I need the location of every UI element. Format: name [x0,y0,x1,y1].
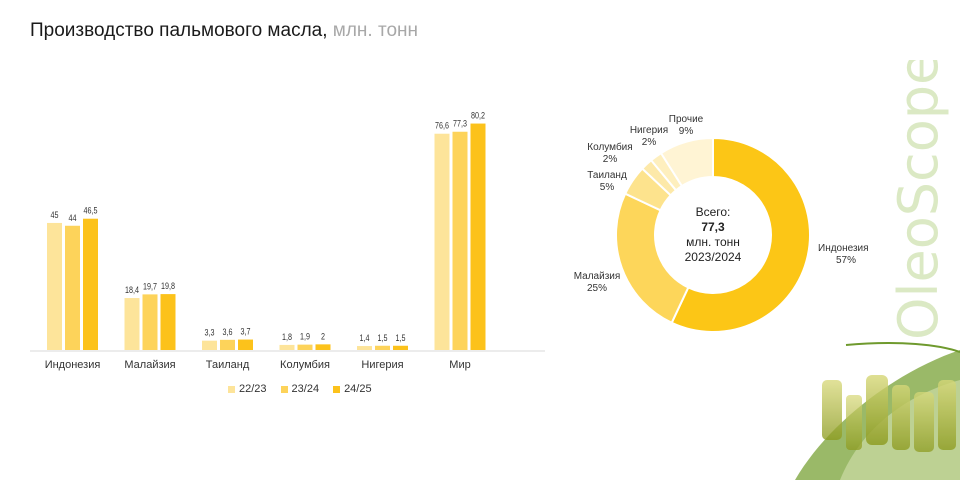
bar-value-label: 76,6 [435,121,449,131]
bar-2-0 [202,340,217,350]
donut-center-line2: млн. тонн [686,235,740,249]
donut-slice-5 [659,136,714,188]
bar-3-0 [279,344,295,350]
bar-4-2 [393,345,408,350]
donut-center-label: Всего: 77,3 млн. тонн 2023/2024 [668,205,758,265]
bar-value-label: 3,6 [223,327,233,337]
bar-value-label: 44 [69,213,77,223]
donut-slice-label: Прочие [669,114,704,125]
bar-1-0 [124,298,140,350]
donut-center-line3: 2023/2024 [684,250,742,264]
bar-chart-legend: 22/23 23/24 24/25 [228,381,372,397]
legend-label: 23/24 [291,383,320,395]
bar-value-label: 1,5 [396,333,406,343]
donut-slice-label: Малайзия [574,271,621,282]
x-tick-label: Нигерия [361,359,403,371]
x-tick-label: Мир [449,359,470,371]
title-main: Производство пальмового масла, [30,20,328,41]
donut-slice-label: Нигерия [630,125,668,136]
donut-slice-label: Таиланд [587,170,627,181]
bar-value-label: 18,4 [125,285,139,295]
bar-value-label: 19,7 [143,282,157,292]
bar-1-2 [160,294,176,350]
x-tick-label: Таиланд [206,359,250,371]
donut-slice-percent: 5% [600,182,615,193]
title-unit: млн. тонн [327,20,419,41]
bar-value-label: 1,4 [360,333,370,343]
legend-item: 24/25 [333,383,372,395]
bar-3-1 [297,344,313,350]
bar-value-label: 77,3 [453,119,467,129]
bar-value-label: 3,3 [205,328,215,338]
brand-logo-text: OleoScope [887,60,950,340]
donut-center-total: 77,3 [701,220,725,234]
bar-value-label: 1,5 [378,333,388,343]
bar-0-2 [83,218,98,350]
bar-chart: 45 44 46,5 Индонезия 18,4 19,7 19,8 Малайзия 3,3… [45,111,486,371]
legend-label: 24/25 [344,383,372,395]
x-tick-label: Индонезия [45,359,101,371]
brand-logo: OleoScope [887,60,950,340]
legend-item: 23/24 [280,383,320,395]
x-tick-label: Малайзия [124,359,175,371]
bar-2-2 [238,339,253,350]
bar-value-label: 19,8 [161,281,175,291]
bar-4-1 [375,345,390,350]
donut-slice-percent: 57% [836,255,856,266]
bar-value-label: 1,8 [282,332,292,342]
x-tick-label: Колумбия [280,359,330,371]
bar-value-label: 46,5 [84,206,98,216]
bar-4-0 [357,346,372,350]
donut-center-line1: Всего: [695,205,731,219]
donut-slice-percent: 25% [587,283,607,294]
donut-slice-percent: 9% [679,126,694,137]
page-title: Производство пальмового масла, млн. тонн [30,20,418,42]
legend-item: 22/23 [228,383,267,395]
donut-slice-percent: 2% [603,154,618,165]
bar-1-1 [142,294,158,350]
donut-slice-label: Колумбия [587,141,632,153]
donut-slice-percent: 2% [642,137,657,148]
bar-5-1 [452,131,468,350]
bar-value-label: 45 [51,210,59,220]
bar-0-1 [65,225,80,350]
donut-slice-label: Индонезия [818,243,869,254]
bar-2-1 [220,339,235,350]
legend-swatch [333,385,341,393]
bar-3-2 [315,344,331,350]
bar-value-label: 80,2 [471,111,485,121]
bar-0-0 [47,222,62,350]
legend-swatch [280,385,288,393]
bar-5-0 [434,133,450,350]
donut-slice-0 [670,136,811,333]
bar-value-label: 1,9 [300,332,310,342]
bar-value-label: 3,7 [241,327,251,337]
bar-5-2 [470,123,486,350]
legend-label: 22/23 [239,383,267,395]
legend-swatch [228,385,235,393]
bar-value-label: 2 [321,332,325,342]
